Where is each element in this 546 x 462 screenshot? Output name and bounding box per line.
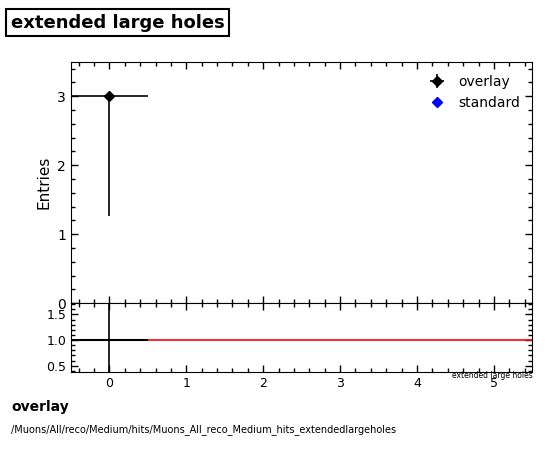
Text: extended large holes: extended large holes xyxy=(452,371,532,379)
Y-axis label: Entries: Entries xyxy=(37,156,52,209)
Text: overlay: overlay xyxy=(11,400,69,413)
Text: /Muons/All/reco/Medium/hits/Muons_All_reco_Medium_hits_extendedlargeholes: /Muons/All/reco/Medium/hits/Muons_All_re… xyxy=(11,424,396,435)
Text: extended large holes: extended large holes xyxy=(11,14,224,32)
Legend: overlay, standard: overlay, standard xyxy=(418,69,525,116)
